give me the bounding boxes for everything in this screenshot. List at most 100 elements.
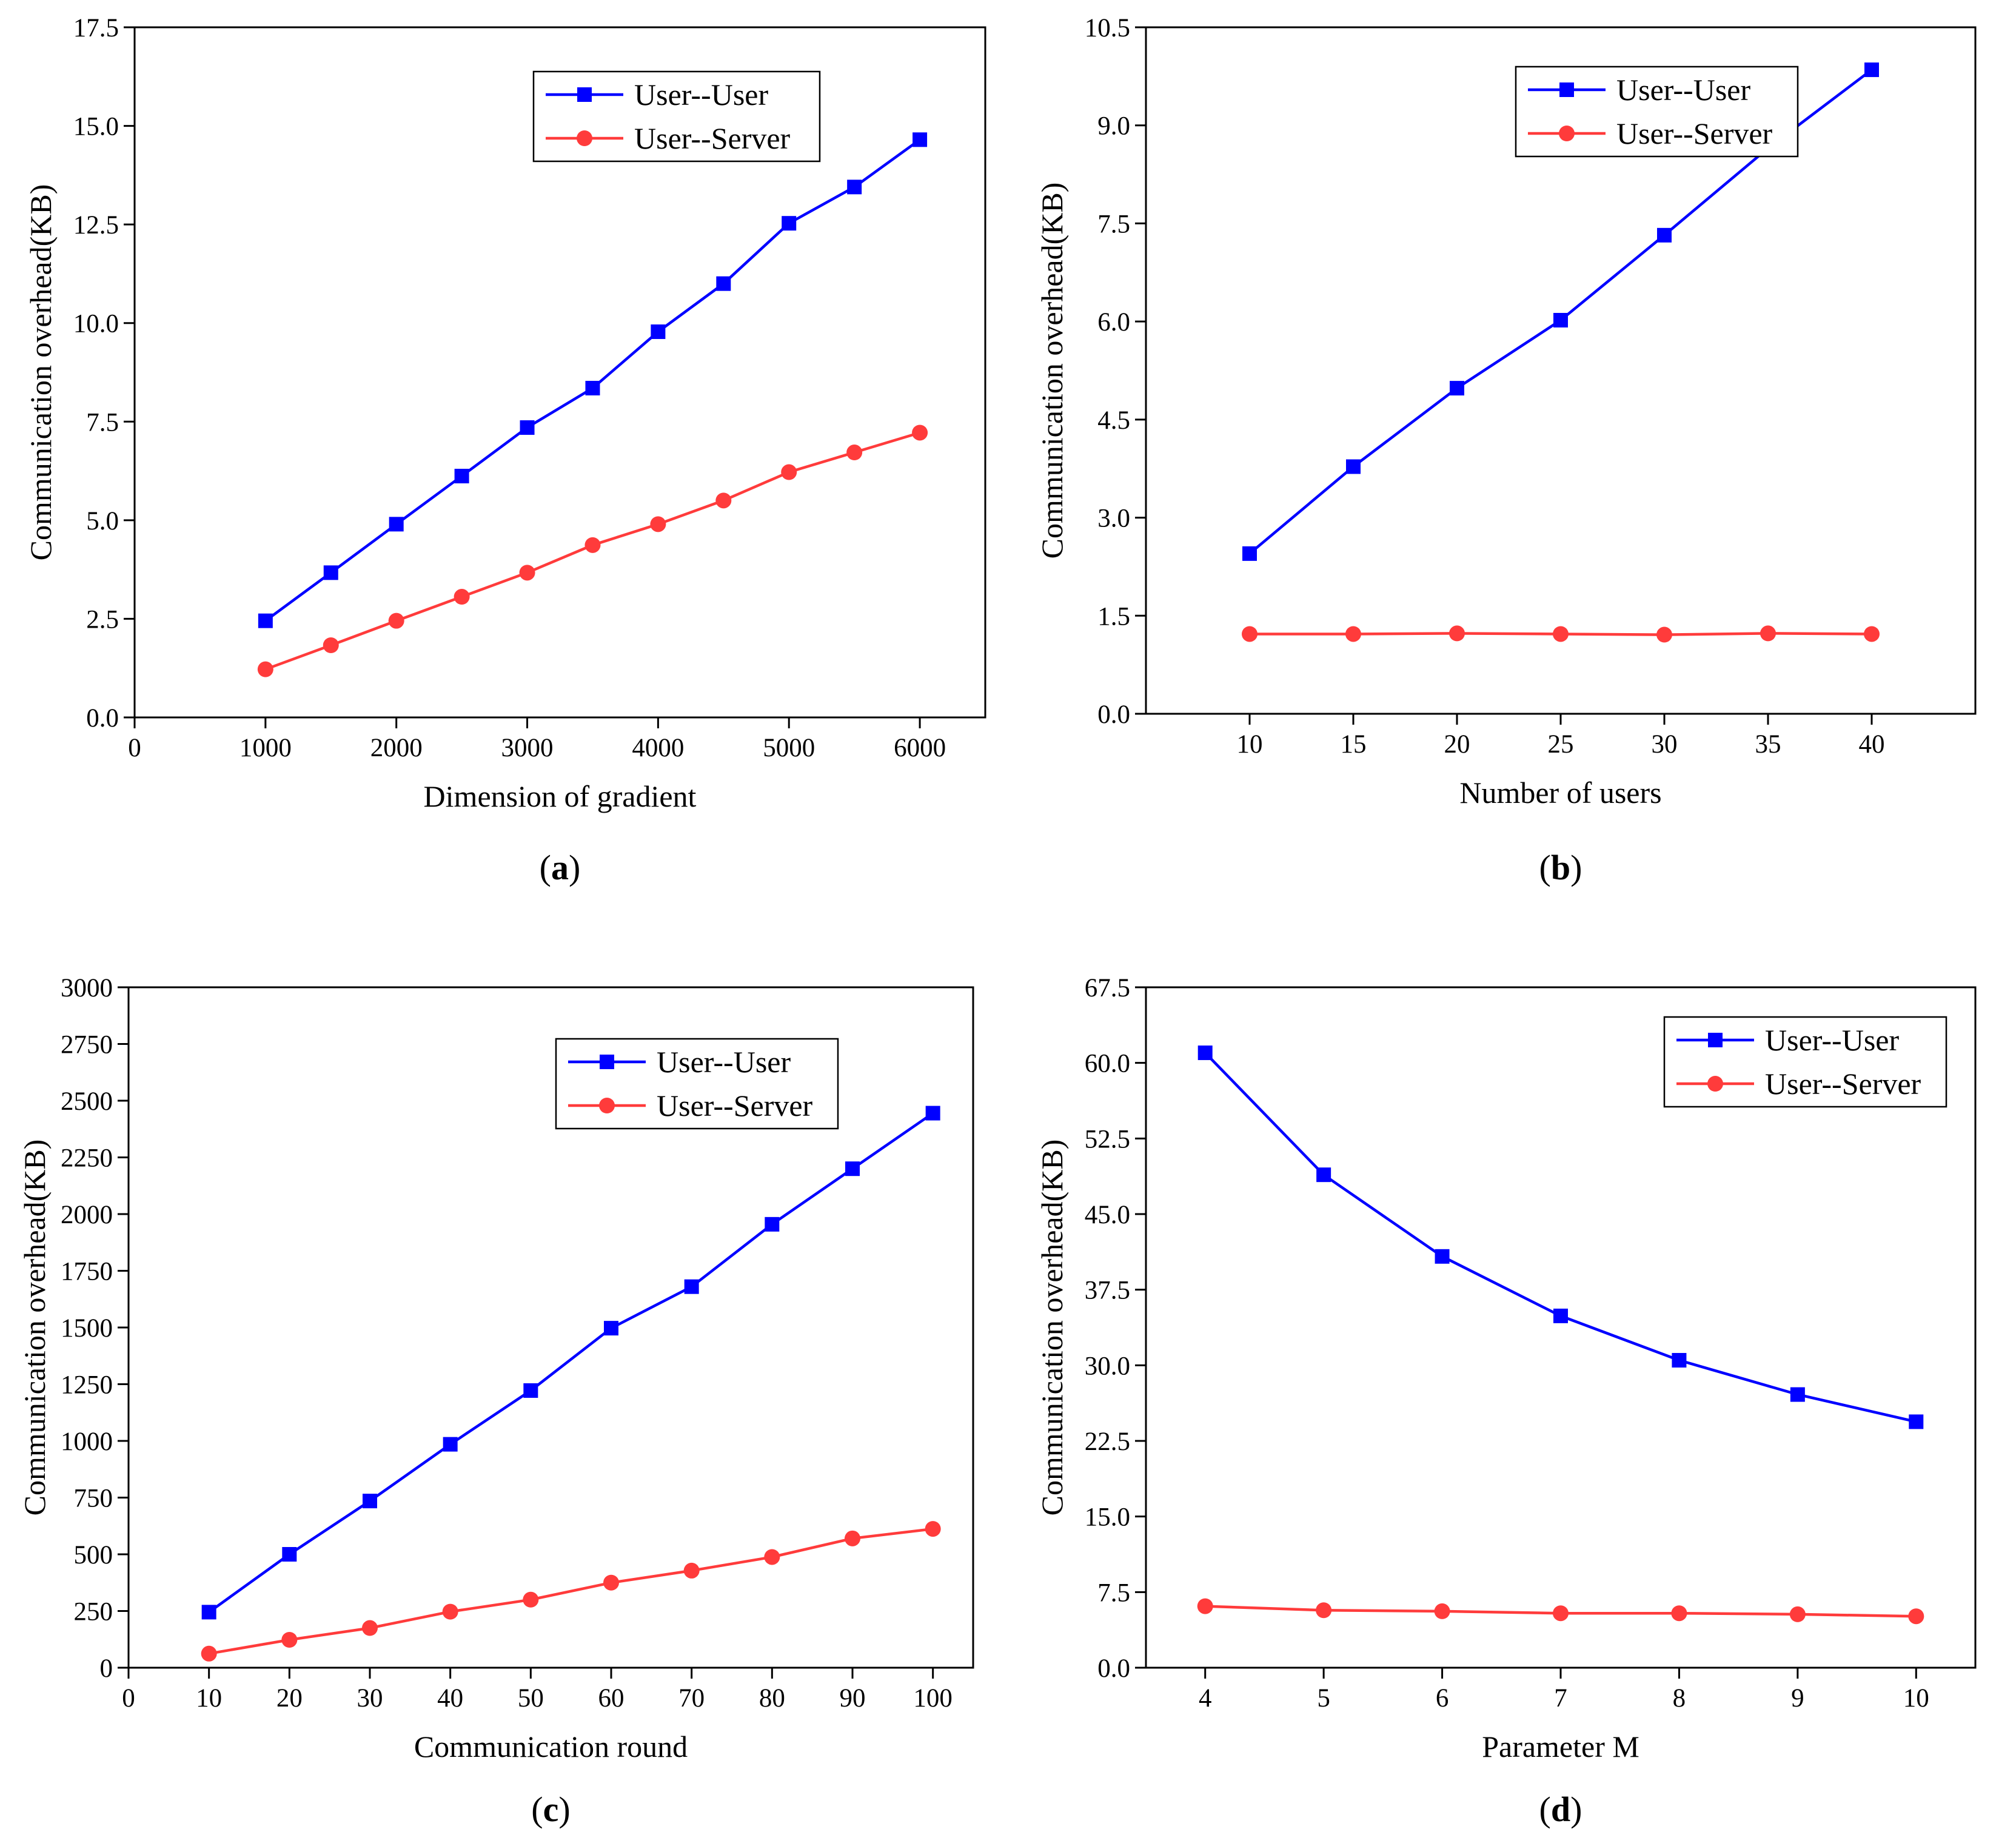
data-point (765, 1217, 780, 1232)
x-tick-label: 25 (1548, 730, 1574, 759)
y-tick-label: 1000 (61, 1428, 113, 1456)
x-tick-label: 40 (1859, 730, 1885, 759)
data-point (1909, 1414, 1924, 1429)
y-tick-label: 1500 (61, 1314, 113, 1343)
data-point (523, 1383, 538, 1398)
data-point (716, 276, 731, 291)
data-point (913, 132, 928, 147)
data-point (650, 516, 666, 532)
y-tick-label: 750 (74, 1485, 113, 1513)
x-axis-label: Dimension of gradient (424, 779, 697, 813)
y-tick-label: 67.5 (1085, 974, 1130, 1002)
legend-box (555, 1038, 839, 1130)
y-axis-label: Communication overhead(KB) (24, 184, 58, 561)
data-point (520, 420, 535, 435)
data-point (585, 381, 600, 396)
panel-caption: (a) (540, 848, 581, 887)
data-point (257, 661, 273, 677)
data-point (519, 565, 535, 581)
data-point (912, 425, 928, 441)
data-point (201, 1605, 216, 1620)
data-point (1672, 1353, 1687, 1368)
x-tick-label: 5 (1317, 1684, 1330, 1713)
data-point (684, 1279, 699, 1294)
x-tick-label: 6000 (894, 734, 946, 762)
y-tick-label: 10.5 (1085, 14, 1130, 42)
legend: User--User User--Server (532, 70, 821, 163)
x-tick-label: 80 (759, 1684, 785, 1713)
y-tick-label: 10.0 (73, 310, 119, 338)
data-point (1197, 1046, 1213, 1061)
y-tick-label: 7.5 (1097, 210, 1130, 238)
data-point (1657, 227, 1672, 243)
series-line-user-user (208, 1112, 934, 1614)
data-point (1242, 626, 1257, 642)
x-axis-label: Number of users (1459, 776, 1661, 810)
legend-marker (1707, 1076, 1723, 1092)
x-tick-label: 60 (598, 1684, 625, 1713)
data-point (925, 1521, 941, 1537)
y-tick-label: 22.5 (1085, 1428, 1130, 1456)
x-tick-label: 9 (1791, 1684, 1804, 1713)
data-point (389, 517, 404, 532)
data-point (715, 492, 732, 509)
data-point (523, 1591, 539, 1608)
y-tick-label: 52.5 (1085, 1125, 1130, 1153)
chart-panel-a: 0.0 2.5 5.0 7.5 10.0 12.5 15.0 17.5 0 1000 2000 300… (24, 14, 986, 887)
legend-box (1663, 1016, 1947, 1108)
y-tick-label: 2750 (61, 1031, 113, 1059)
data-point (323, 565, 338, 580)
data-point (454, 589, 470, 605)
data-point (454, 469, 469, 484)
legend-marker (1708, 1033, 1723, 1047)
y-tick-label: 1250 (61, 1371, 113, 1400)
chart-panel-c: 0250500750100012501500175020002250250027… (18, 974, 974, 1829)
x-tick-label: 50 (518, 1684, 544, 1713)
x-tick-label: 8 (1673, 1684, 1686, 1713)
data-point (603, 1574, 619, 1591)
y-tick-label: 3.0 (1097, 505, 1130, 533)
data-point (1864, 62, 1879, 78)
x-tick-label: 4000 (632, 734, 684, 762)
y-tick-label: 250 (74, 1598, 113, 1626)
x-tick-label: 20 (1444, 730, 1470, 759)
data-point (362, 1620, 378, 1636)
data-point (782, 216, 797, 231)
y-tick-label: 1750 (61, 1258, 113, 1286)
legend-marker (577, 87, 592, 102)
data-point (781, 464, 797, 480)
data-point (281, 1631, 298, 1648)
legend-label: User--User (634, 78, 768, 112)
legend-box (1515, 65, 1799, 158)
data-point (1242, 546, 1257, 561)
legend-label: User--Server (1765, 1067, 1921, 1101)
x-tick-label: 5000 (763, 734, 815, 762)
data-point (1789, 1606, 1806, 1622)
y-tick-label: 500 (74, 1541, 113, 1569)
legend-label: User--User (1616, 73, 1750, 107)
plot-frame (127, 986, 974, 1669)
y-axis-label: Communication overhead(KB) (18, 1139, 52, 1516)
y-axis-label: Communication overhead(KB) (1035, 1139, 1069, 1516)
x-tick-label: 3000 (501, 734, 554, 762)
data-point (845, 1530, 860, 1546)
y-axis-label: Communication overhead(KB) (1035, 183, 1069, 559)
y-tick-label: 2.5 (86, 605, 119, 634)
y-tick-label: 30.0 (1085, 1352, 1130, 1380)
legend-label: User--Server (657, 1089, 813, 1123)
panel-caption: (c) (531, 1790, 570, 1829)
data-point (1790, 1387, 1805, 1402)
data-point (651, 324, 666, 340)
x-tick-label: 20 (276, 1684, 303, 1713)
legend: User--User User--Server (1663, 1016, 1947, 1108)
data-point (584, 537, 601, 553)
data-point (388, 613, 404, 629)
x-tick-label: 30 (357, 1684, 383, 1713)
x-tick-label: 2000 (370, 734, 423, 762)
plot-frame (133, 26, 986, 719)
x-tick-label: 6 (1436, 1684, 1449, 1713)
data-point (1434, 1603, 1450, 1619)
data-point (1450, 381, 1464, 396)
data-point (442, 1603, 458, 1620)
